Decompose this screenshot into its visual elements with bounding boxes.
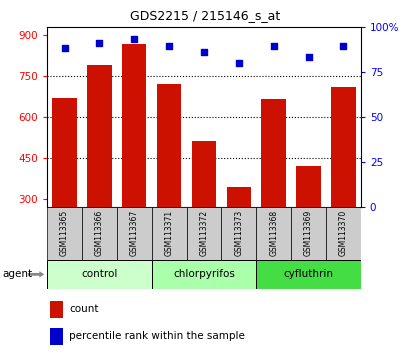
Bar <box>82 207 117 260</box>
Bar <box>325 207 360 260</box>
Text: percentile rank within the sample: percentile rank within the sample <box>69 331 245 341</box>
Text: agent: agent <box>2 269 32 279</box>
Bar <box>52 98 76 207</box>
Point <box>270 44 276 49</box>
Bar <box>122 44 146 207</box>
Bar <box>261 99 285 207</box>
Text: GSM113372: GSM113372 <box>199 210 208 256</box>
Point <box>200 49 207 55</box>
Point <box>235 60 242 65</box>
Bar <box>221 207 256 260</box>
Bar <box>151 260 256 289</box>
Bar <box>191 142 216 207</box>
Bar <box>186 207 221 260</box>
Bar <box>256 260 360 289</box>
Point <box>96 40 103 46</box>
Bar <box>296 166 320 207</box>
Text: GSM113370: GSM113370 <box>338 210 347 256</box>
Point <box>166 44 172 49</box>
Text: GDS2215 / 215146_s_at: GDS2215 / 215146_s_at <box>130 9 279 22</box>
Text: GSM113366: GSM113366 <box>95 210 103 256</box>
Point <box>305 55 311 60</box>
Bar <box>50 301 63 318</box>
Bar <box>157 84 181 207</box>
Text: GSM113373: GSM113373 <box>234 210 243 256</box>
Point <box>339 44 346 49</box>
Text: GSM113371: GSM113371 <box>164 210 173 256</box>
Point <box>131 36 137 42</box>
Text: count: count <box>69 304 99 314</box>
Bar <box>117 207 151 260</box>
Text: chlorpyrifos: chlorpyrifos <box>173 269 234 279</box>
Text: GSM113369: GSM113369 <box>303 210 312 256</box>
Bar <box>47 260 151 289</box>
Text: GSM113368: GSM113368 <box>269 210 277 256</box>
Point <box>61 45 68 51</box>
Text: GSM113365: GSM113365 <box>60 210 69 256</box>
Bar <box>330 87 355 207</box>
Bar <box>290 207 325 260</box>
Bar <box>256 207 290 260</box>
Bar <box>47 207 82 260</box>
Bar <box>87 65 111 207</box>
Bar <box>50 328 63 345</box>
Bar <box>226 187 250 207</box>
Bar <box>151 207 186 260</box>
Text: control: control <box>81 269 117 279</box>
Text: cyfluthrin: cyfluthrin <box>283 269 333 279</box>
Text: GSM113367: GSM113367 <box>130 210 138 256</box>
